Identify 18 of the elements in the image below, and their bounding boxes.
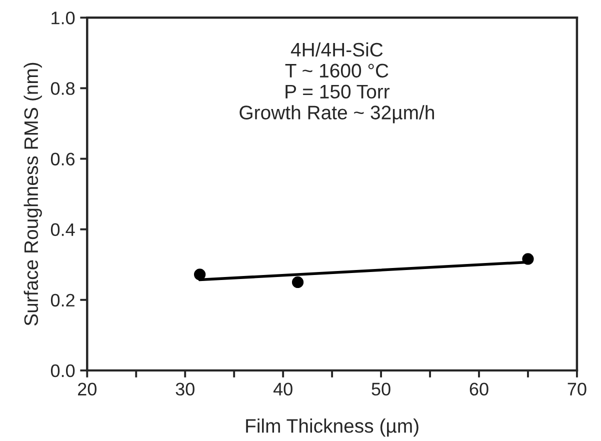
y-tick-label: 1.0 (52, 12, 75, 24)
x-tick-label: 30 (176, 382, 194, 396)
y-tick-label: 0.8 (50, 82, 75, 95)
x-tick-label: 60 (470, 382, 488, 396)
annotation: 4H/4H-SiC T ~ 1600 °C P = 150 Torr Growth Rate ~ 32µm/h (240, 42, 434, 124)
x-axis-title: Film Thickness (µm) (246, 418, 418, 437)
x-tick-label: 20 (78, 382, 96, 396)
y-axis-title: Surface Roughness RMS (nm) (24, 62, 42, 326)
point (522, 253, 534, 265)
x-tick-label: 50 (372, 382, 390, 396)
y-tick-label: 0.2 (50, 294, 74, 307)
x-tick-label: 70 (568, 382, 586, 396)
y-tick-label: 0.6 (50, 152, 75, 166)
y-tick-label: 0.4 (50, 223, 75, 236)
x-tick-label: 40 (273, 382, 292, 396)
point (292, 276, 304, 288)
y-tick-label: 0.0 (50, 364, 75, 378)
point (194, 268, 206, 280)
